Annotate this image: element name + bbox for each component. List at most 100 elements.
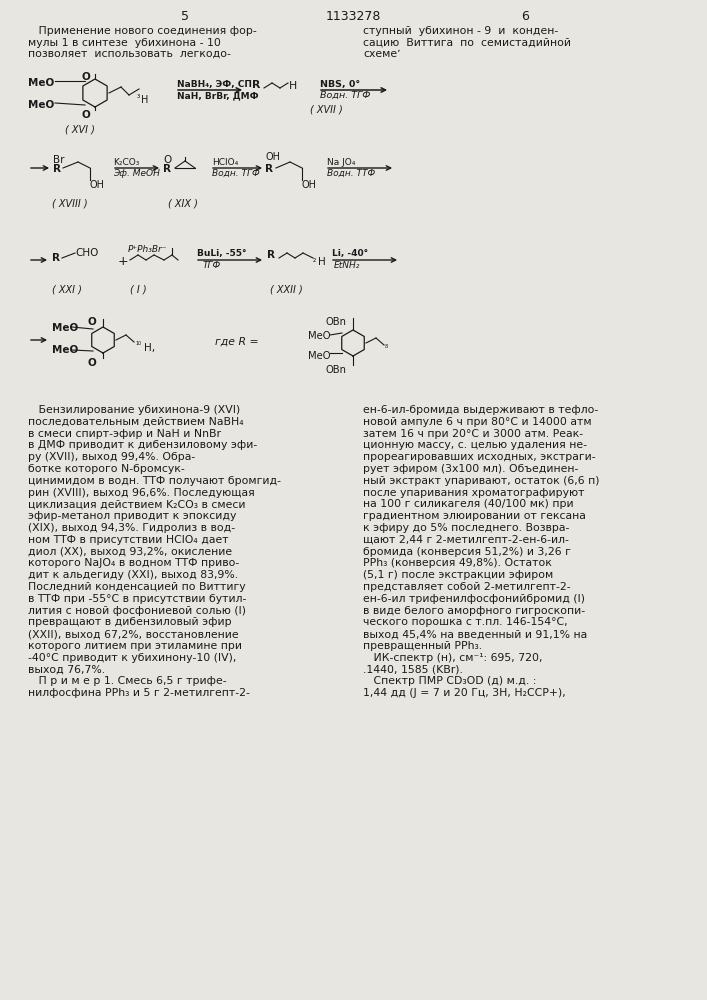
Text: в виде белого аморфного гигроскопи-: в виде белого аморфного гигроскопи- [363, 606, 585, 616]
Text: PPh₃ (конверсия 49,8%). Остаток: PPh₃ (конверсия 49,8%). Остаток [363, 558, 552, 568]
Text: K₂CO₃: K₂CO₃ [113, 158, 139, 167]
Text: последовательным действием NaBH₄: последовательным действием NaBH₄ [28, 417, 244, 427]
Text: H: H [141, 95, 148, 105]
Text: O: O [88, 317, 97, 327]
Text: R: R [267, 250, 275, 260]
Text: H: H [289, 81, 297, 91]
Text: H,: H, [144, 343, 155, 353]
Text: Na JO₄: Na JO₄ [327, 158, 356, 167]
Text: MeO: MeO [308, 331, 330, 341]
Text: MeO: MeO [28, 78, 54, 88]
Text: ционную массу, с. целью удаления не-: ционную массу, с. целью удаления не- [363, 440, 587, 450]
Text: EtNH₂: EtNH₂ [334, 261, 361, 270]
Text: ( XXI ): ( XXI ) [52, 285, 82, 295]
Text: лития с новой фосфониевой солью (I): лития с новой фосфониевой солью (I) [28, 606, 246, 616]
Text: ступный  убихинон - 9  и  конден-: ступный убихинон - 9 и конден- [363, 26, 559, 36]
Text: O: O [88, 358, 97, 368]
Text: 1133278: 1133278 [325, 10, 380, 23]
Text: выход 45,4% на введенный и 91,1% на: выход 45,4% на введенный и 91,1% на [363, 629, 588, 639]
Text: R: R [252, 80, 260, 90]
Text: ТГФ: ТГФ [203, 261, 221, 270]
Text: циклизация действием K₂CO₃ в смеси: циклизация действием K₂CO₃ в смеси [28, 499, 245, 509]
Text: ру (XVII), выход 99,4%. Обра-: ру (XVII), выход 99,4%. Обра- [28, 452, 195, 462]
Text: ботке которого N-бромсук-: ботке которого N-бромсук- [28, 464, 185, 474]
Text: ческого порошка с т.пл. 146-154°C,: ческого порошка с т.пл. 146-154°C, [363, 617, 568, 627]
Text: бромида (конверсия 51,2%) и 3,26 г: бромида (конверсия 51,2%) и 3,26 г [363, 547, 571, 557]
Text: на 100 г силикагеля (40/100 мк) при: на 100 г силикагеля (40/100 мк) при [363, 499, 573, 509]
Text: NBS, 0°: NBS, 0° [320, 80, 361, 89]
Text: где R =: где R = [215, 337, 259, 347]
Text: Последний конденсацией по Виттигу: Последний конденсацией по Виттигу [28, 582, 245, 592]
Text: OBn: OBn [325, 317, 346, 327]
Text: O: O [82, 110, 90, 120]
Text: 1,44 дд (J = 7 и 20 Гц, 3H, H₂ССP+),: 1,44 дд (J = 7 и 20 Гц, 3H, H₂ССP+), [363, 688, 566, 698]
Text: Водн. ТТФ: Водн. ТТФ [327, 169, 375, 178]
Text: NaBH₄, ЭФ, СП: NaBH₄, ЭФ, СП [177, 80, 252, 89]
Text: выход 76,7%.: выход 76,7%. [28, 665, 105, 675]
Text: к эфиру до 5% последнего. Возвра-: к эфиру до 5% последнего. Возвра- [363, 523, 569, 533]
Text: позволяет  использовать  легкодо-: позволяет использовать легкодо- [28, 49, 231, 59]
Text: превращают в дибензиловый эфир: превращают в дибензиловый эфир [28, 617, 232, 627]
Text: рует эфиром (3х100 мл). Объединен-: рует эфиром (3х100 мл). Объединен- [363, 464, 578, 474]
Text: NaH, BrBr, ДМФ: NaH, BrBr, ДМФ [177, 91, 259, 100]
Text: Водн. ТГФ: Водн. ТГФ [320, 91, 370, 100]
Text: диол (XX), выход 93,2%, окисление: диол (XX), выход 93,2%, окисление [28, 547, 232, 557]
Text: (5,1 г) после экстракции эфиром: (5,1 г) после экстракции эфиром [363, 570, 554, 580]
Text: превращенный PPh₃.: превращенный PPh₃. [363, 641, 482, 651]
Text: сацию  Виттига  по  семистадийной: сацию Виттига по семистадийной [363, 37, 571, 47]
Text: OH: OH [90, 180, 105, 190]
Text: MeO: MeO [308, 351, 330, 361]
Text: в смеси спирт-эфир и NaH и NnBr: в смеси спирт-эфир и NaH и NnBr [28, 429, 221, 439]
Text: ИК-спектр (н), см⁻¹: 695, 720,: ИК-спектр (н), см⁻¹: 695, 720, [363, 653, 542, 663]
Text: Li, -40°: Li, -40° [332, 249, 368, 258]
Text: ₈: ₈ [385, 341, 388, 350]
Text: ₃: ₃ [137, 91, 140, 100]
Text: R: R [52, 253, 60, 263]
Text: Применение нового соединения фор-: Применение нового соединения фор- [28, 26, 257, 36]
Text: эфир-метанол приводит к эпоксиду: эфир-метанол приводит к эпоксиду [28, 511, 236, 521]
Text: после упаривания хроматографируют: после упаривания хроматографируют [363, 488, 585, 498]
Text: 5: 5 [181, 10, 189, 23]
Text: R: R [53, 164, 61, 174]
Text: рин (XVIII), выход 96,6%. Последующая: рин (XVIII), выход 96,6%. Последующая [28, 488, 255, 498]
Text: затем 16 ч при 20°C и 3000 атм. Реак-: затем 16 ч при 20°C и 3000 атм. Реак- [363, 429, 583, 439]
Text: мулы 1 в синтезе  убихинона - 10: мулы 1 в синтезе убихинона - 10 [28, 37, 221, 47]
Text: P⁺Ph₃Br⁻: P⁺Ph₃Br⁻ [128, 245, 168, 254]
Text: ном ТТФ в присутствии HClO₄ дает: ном ТТФ в присутствии HClO₄ дает [28, 535, 228, 545]
Text: П р и м е р 1. Смесь 6,5 г трифе-: П р и м е р 1. Смесь 6,5 г трифе- [28, 676, 227, 686]
Text: ен-6-ил трифенилфосфонийбромид (I): ен-6-ил трифенилфосфонийбромид (I) [363, 594, 585, 604]
Text: ( XVII ): ( XVII ) [310, 105, 343, 115]
Text: MeO: MeO [52, 345, 78, 355]
Text: OH: OH [302, 180, 317, 190]
Text: Водн. ТГФ: Водн. ТГФ [212, 169, 259, 178]
Text: градиентном элюировании от гексана: градиентном элюировании от гексана [363, 511, 586, 521]
Text: (XIX), выход 94,3%. Гидролиз в вод-: (XIX), выход 94,3%. Гидролиз в вод- [28, 523, 235, 533]
Text: H: H [318, 257, 326, 267]
Text: нилфосфина PPh₃ и 5 г 2-метилгепт-2-: нилфосфина PPh₃ и 5 г 2-метилгепт-2- [28, 688, 250, 698]
Text: щают 2,44 г 2-метилгепт-2-ен-6-ил-: щают 2,44 г 2-метилгепт-2-ен-6-ил- [363, 535, 569, 545]
Text: которого NaJO₄ в водном ТТФ приво-: которого NaJO₄ в водном ТТФ приво- [28, 558, 239, 568]
Text: в ТТФ при -55°C в присутствии бутил-: в ТТФ при -55°C в присутствии бутил- [28, 594, 246, 604]
Text: ( XIX ): ( XIX ) [168, 198, 198, 208]
Text: ( XVIII ): ( XVIII ) [52, 198, 88, 208]
Text: которого литием при этиламине при: которого литием при этиламине при [28, 641, 242, 651]
Text: R: R [265, 164, 273, 174]
Text: ( XVI ): ( XVI ) [65, 125, 95, 135]
Text: Спектр ПМР CD₃OD (д) м.д. :: Спектр ПМР CD₃OD (д) м.д. : [363, 676, 537, 686]
Text: R: R [163, 164, 171, 174]
Text: ный экстракт упаривают, остаток (6,6 п): ный экстракт упаривают, остаток (6,6 п) [363, 476, 600, 486]
Text: MeO: MeO [28, 100, 54, 110]
Text: Бензилирование убихинона-9 (XVI): Бензилирование убихинона-9 (XVI) [28, 405, 240, 415]
Text: ₂: ₂ [313, 255, 316, 264]
Text: BuLi, -55°: BuLi, -55° [197, 249, 247, 258]
Text: -40°C приводит к убихинону-10 (IV),: -40°C приводит к убихинону-10 (IV), [28, 653, 236, 663]
Text: .1440, 1585 (KBr).: .1440, 1585 (KBr). [363, 665, 463, 675]
Text: схемеʼ: схемеʼ [363, 49, 401, 59]
Text: OBn: OBn [325, 365, 346, 375]
Text: цинимидом в водн. ТТФ получают бромгид-: цинимидом в водн. ТТФ получают бромгид- [28, 476, 281, 486]
Text: ( I ): ( I ) [130, 285, 146, 295]
Text: HClO₄: HClO₄ [212, 158, 238, 167]
Text: новой ампуле 6 ч при 80°C и 14000 атм: новой ампуле 6 ч при 80°C и 14000 атм [363, 417, 592, 427]
Text: ₁₀: ₁₀ [135, 338, 141, 347]
Text: OH: OH [265, 152, 280, 162]
